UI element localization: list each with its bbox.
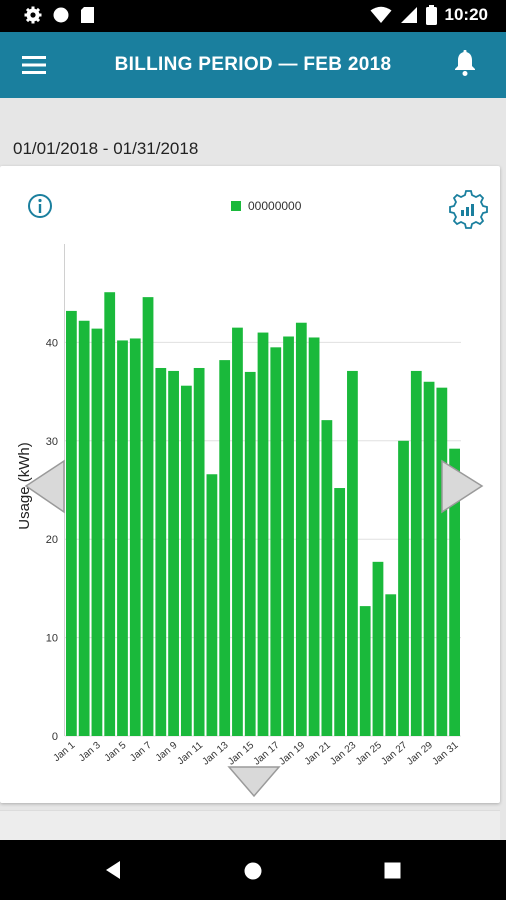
x-tick-label: Jan 11 — [176, 740, 206, 768]
bar[interactable] — [410, 370, 422, 736]
x-tick-label: Jan 17 — [252, 740, 282, 768]
system-nav-bar — [0, 840, 506, 900]
bar[interactable] — [91, 328, 103, 736]
bottom-strip — [0, 810, 500, 841]
bar[interactable] — [104, 292, 116, 736]
status-bar: 10:20 — [0, 0, 506, 32]
x-tick-label: Jan 31 — [430, 740, 460, 768]
x-tick-label: Jan 15 — [226, 740, 256, 768]
y-axis-label: Usage (kWh) — [16, 442, 33, 530]
bar[interactable] — [270, 347, 282, 736]
x-tick-label: Jan 21 — [303, 740, 333, 768]
wifi-icon — [370, 6, 392, 23]
bar[interactable] — [78, 320, 90, 736]
y-tick-label: 30 — [46, 436, 58, 448]
status-time: 10:20 — [444, 5, 488, 24]
info-icon[interactable] — [28, 194, 52, 218]
y-tick-label: 10 — [46, 633, 58, 645]
bar[interactable] — [155, 367, 167, 736]
settings-chart-icon[interactable] — [449, 190, 488, 229]
bar[interactable] — [398, 440, 409, 736]
page-title: BILLING PERIOD — FEB 2018 — [114, 54, 392, 75]
usage-chart-card: 00000000 Usage (kWh) 0 10 20 30 40 Jan 1 Jan … — [0, 166, 500, 803]
recents-icon[interactable] — [384, 862, 401, 879]
chevron-right-icon[interactable] — [441, 459, 484, 514]
bar[interactable] — [308, 337, 320, 736]
gear-icon — [24, 6, 42, 24]
bar[interactable] — [385, 594, 397, 736]
bar[interactable] — [66, 310, 77, 736]
menu-icon[interactable] — [20, 52, 48, 78]
x-tick-label: Jan 1 — [52, 740, 78, 764]
bar[interactable] — [359, 606, 371, 736]
bar[interactable] — [142, 297, 154, 736]
bar[interactable] — [347, 370, 358, 736]
bar[interactable] — [232, 327, 243, 736]
bar[interactable] — [219, 360, 231, 736]
chevron-down-icon[interactable] — [227, 766, 281, 798]
bar[interactable] — [334, 488, 346, 736]
x-tick-label: Jan 7 — [128, 740, 154, 764]
y-tick-labels: 0 10 20 30 40 — [46, 337, 58, 743]
bar[interactable] — [372, 561, 384, 736]
chevron-left-icon[interactable] — [24, 459, 65, 514]
x-tick-label: Jan 23 — [328, 740, 358, 768]
x-tick-label: Jan 5 — [103, 740, 129, 764]
x-tick-label: Jan 27 — [379, 740, 409, 768]
bar[interactable] — [449, 448, 460, 736]
y-tick-label: 0 — [52, 731, 58, 743]
x-tick-label: Jan 29 — [405, 740, 435, 768]
home-icon[interactable] — [243, 861, 263, 881]
sd-card-icon — [81, 7, 94, 23]
chart-legend: 00000000 — [231, 199, 302, 213]
bar[interactable] — [244, 371, 256, 736]
y-tick-label: 40 — [46, 337, 58, 349]
legend-swatch — [231, 201, 241, 211]
bar[interactable] — [117, 340, 128, 736]
status-right-icons: 10:20 — [370, 5, 488, 25]
billing-date-range: 01/01/2018 - 01/31/2018 — [13, 139, 199, 158]
bar[interactable] — [436, 387, 448, 736]
back-icon[interactable] — [104, 860, 122, 880]
bar[interactable] — [283, 336, 294, 736]
status-left-icons — [24, 6, 95, 24]
bar[interactable] — [180, 385, 192, 736]
x-tick-label: Jan 13 — [201, 740, 231, 768]
battery-icon — [425, 5, 437, 25]
bar[interactable] — [321, 420, 333, 736]
app-bar: BILLING PERIOD — FEB 2018 — [0, 32, 506, 98]
x-tick-label: Jan 25 — [354, 740, 384, 768]
y-tick-label: 20 — [46, 534, 58, 546]
bar[interactable] — [168, 370, 179, 736]
x-tick-label: Jan 3 — [77, 740, 103, 764]
bell-icon[interactable] — [452, 49, 478, 77]
signal-icon — [400, 7, 417, 23]
bar[interactable] — [129, 338, 141, 736]
circle-icon — [53, 7, 69, 23]
bar[interactable] — [423, 381, 435, 736]
x-tick-label: Jan 19 — [277, 740, 307, 768]
bar[interactable] — [295, 322, 307, 736]
bars — [66, 292, 460, 736]
legend-label: 00000000 — [248, 199, 302, 213]
bar[interactable] — [206, 474, 218, 736]
bar[interactable] — [257, 332, 269, 736]
bar[interactable] — [193, 367, 205, 736]
